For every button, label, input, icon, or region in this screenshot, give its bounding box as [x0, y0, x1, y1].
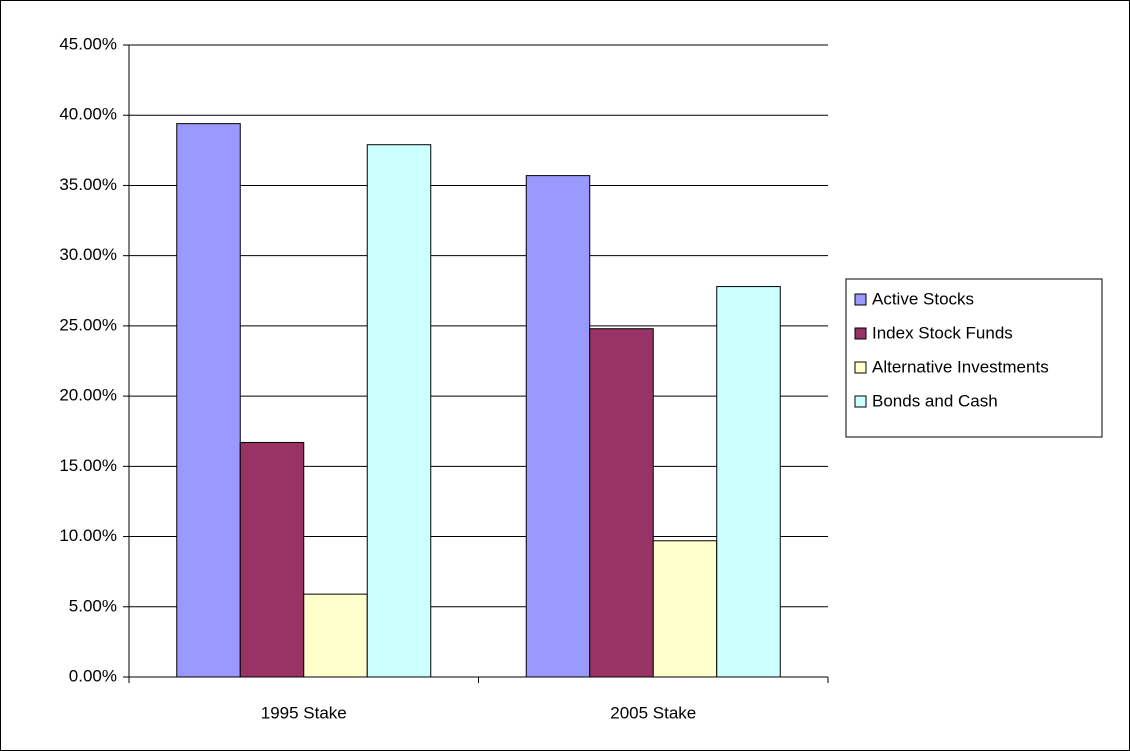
- legend-swatch: [854, 361, 867, 374]
- bar: [176, 123, 241, 678]
- legend-swatch: [854, 395, 867, 408]
- y-tick-label: 15.00%: [59, 456, 117, 475]
- y-tick-label: 45.00%: [59, 34, 117, 53]
- legend-label: Index Stock Funds: [872, 323, 1013, 342]
- legend-swatch: [854, 293, 867, 306]
- legend-box: [845, 278, 1103, 438]
- y-tick-label: 0.00%: [69, 666, 117, 685]
- x-tick-label: 1995 Stake: [261, 703, 347, 722]
- legend-label: Bonds and Cash: [872, 391, 998, 410]
- legend-label: Active Stocks: [872, 289, 974, 308]
- y-tick-label: 35.00%: [59, 175, 117, 194]
- bar: [239, 441, 305, 678]
- legend-swatch: [854, 327, 867, 340]
- y-tick-label: 40.00%: [59, 105, 117, 124]
- bar: [716, 286, 781, 678]
- y-tick-label: 25.00%: [59, 315, 117, 334]
- x-tick-label: 2005 Stake: [610, 703, 696, 722]
- bar: [652, 540, 718, 678]
- bar: [525, 175, 591, 678]
- y-tick-label: 30.00%: [59, 245, 117, 264]
- bar: [589, 328, 654, 678]
- legend-label: Alternative Investments: [872, 357, 1049, 376]
- y-tick-label: 10.00%: [59, 526, 117, 545]
- y-tick-label: 5.00%: [69, 596, 117, 615]
- bar: [366, 144, 432, 678]
- y-tick-label: 20.00%: [59, 386, 117, 405]
- bar: [303, 593, 368, 678]
